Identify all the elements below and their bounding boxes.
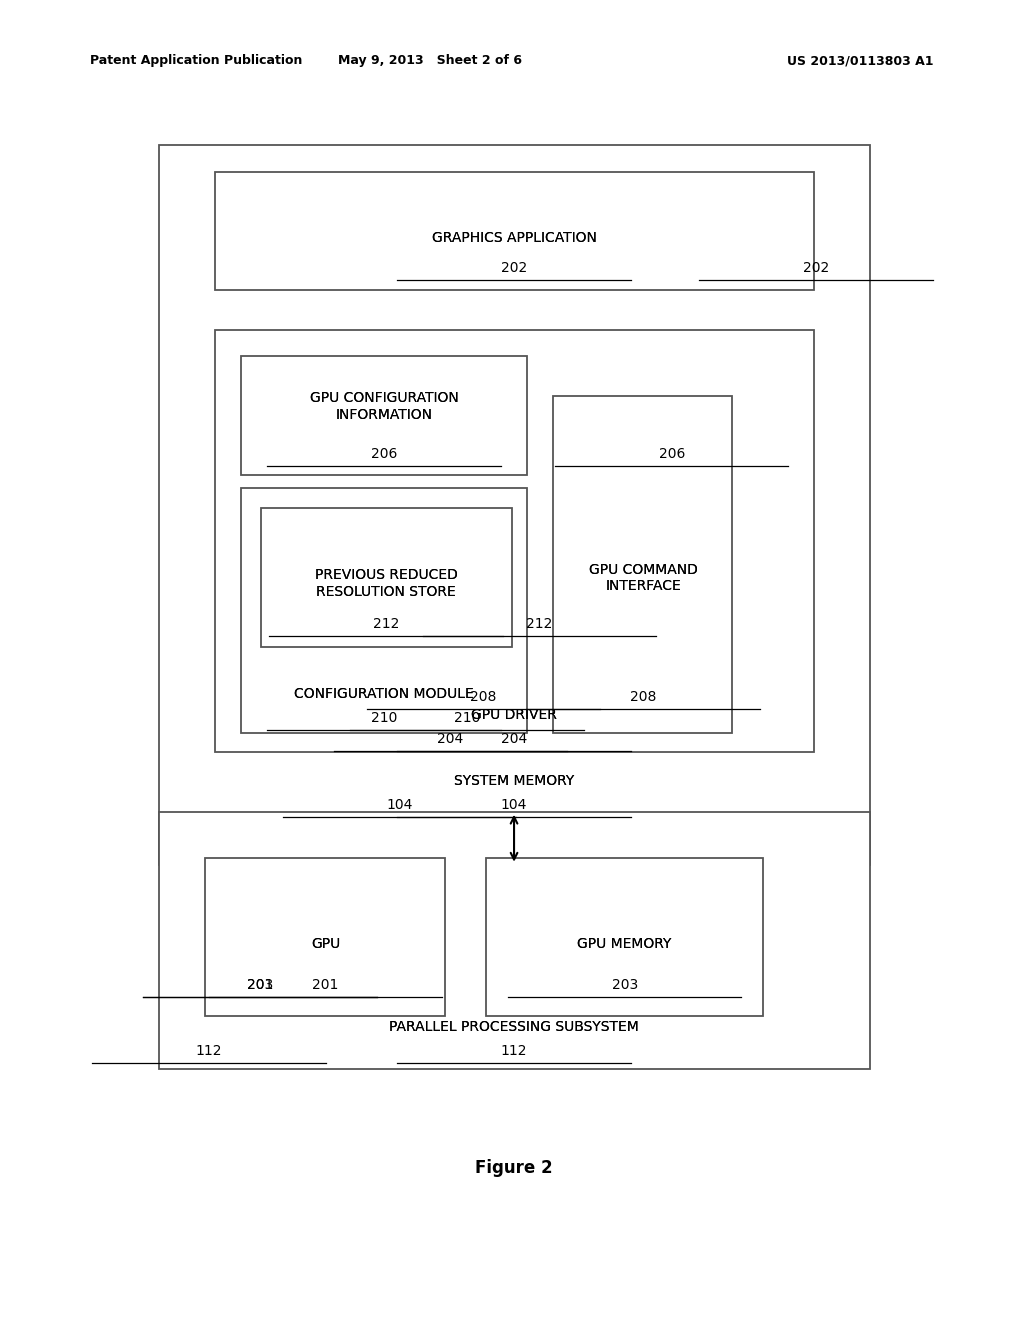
Text: May 9, 2013   Sheet 2 of 6: May 9, 2013 Sheet 2 of 6 bbox=[338, 54, 522, 67]
Bar bbox=[261, 508, 512, 647]
Text: 104: 104 bbox=[501, 799, 527, 812]
Text: 202: 202 bbox=[803, 261, 829, 275]
Bar bbox=[553, 396, 732, 733]
Text: 210: 210 bbox=[371, 711, 397, 725]
Text: GRAPHICS APPLICATION: GRAPHICS APPLICATION bbox=[431, 231, 597, 244]
Text: 203: 203 bbox=[247, 978, 273, 991]
Text: GPU DRIVER: GPU DRIVER bbox=[471, 709, 557, 722]
Text: 206: 206 bbox=[658, 447, 685, 461]
Text: PARALLEL PROCESSING SUBSYSTEM: PARALLEL PROCESSING SUBSYSTEM bbox=[389, 1020, 639, 1034]
Text: PREVIOUS REDUCED
RESOLUTION STORE: PREVIOUS REDUCED RESOLUTION STORE bbox=[314, 569, 458, 598]
Text: 210: 210 bbox=[454, 711, 480, 725]
Text: US 2013/0113803 A1: US 2013/0113803 A1 bbox=[787, 54, 934, 67]
Text: GPU: GPU bbox=[311, 937, 340, 950]
Text: SYSTEM MEMORY: SYSTEM MEMORY bbox=[454, 775, 574, 788]
Bar bbox=[215, 172, 814, 290]
Text: PREVIOUS REDUCED
RESOLUTION STORE: PREVIOUS REDUCED RESOLUTION STORE bbox=[314, 569, 458, 598]
Text: 208: 208 bbox=[470, 690, 497, 704]
Bar bbox=[159, 812, 870, 1069]
Text: 201: 201 bbox=[247, 978, 273, 991]
Text: 201: 201 bbox=[312, 978, 339, 991]
Text: GRAPHICS APPLICATION: GRAPHICS APPLICATION bbox=[431, 231, 597, 244]
Text: 112: 112 bbox=[501, 1044, 527, 1057]
Text: Figure 2: Figure 2 bbox=[475, 1159, 553, 1177]
Text: 202: 202 bbox=[501, 261, 527, 275]
Text: GPU COMMAND
INTERFACE: GPU COMMAND INTERFACE bbox=[589, 564, 697, 593]
Text: GPU DRIVER: GPU DRIVER bbox=[471, 709, 557, 722]
Text: 212: 212 bbox=[373, 618, 399, 631]
Text: Patent Application Publication: Patent Application Publication bbox=[90, 54, 302, 67]
Text: GPU COMMAND
INTERFACE: GPU COMMAND INTERFACE bbox=[589, 564, 697, 593]
Text: 204: 204 bbox=[501, 733, 527, 746]
Bar bbox=[205, 858, 445, 1016]
Text: GPU CONFIGURATION
INFORMATION: GPU CONFIGURATION INFORMATION bbox=[309, 392, 459, 421]
Bar bbox=[215, 330, 814, 752]
Text: 203: 203 bbox=[611, 978, 638, 991]
Text: 208: 208 bbox=[630, 690, 656, 704]
Text: 112: 112 bbox=[196, 1044, 222, 1057]
Text: GPU: GPU bbox=[311, 937, 340, 950]
Text: 204: 204 bbox=[437, 733, 464, 746]
Text: CONFIGURATION MODULE: CONFIGURATION MODULE bbox=[294, 688, 474, 701]
Text: GPU CONFIGURATION
INFORMATION: GPU CONFIGURATION INFORMATION bbox=[309, 392, 459, 421]
Text: CONFIGURATION MODULE: CONFIGURATION MODULE bbox=[294, 688, 474, 701]
Bar bbox=[486, 858, 763, 1016]
Bar bbox=[159, 145, 870, 865]
Bar bbox=[241, 356, 527, 475]
Text: GPU MEMORY: GPU MEMORY bbox=[578, 937, 672, 950]
Text: 104: 104 bbox=[386, 799, 413, 812]
Text: SYSTEM MEMORY: SYSTEM MEMORY bbox=[454, 775, 574, 788]
Bar bbox=[241, 488, 527, 733]
Text: 212: 212 bbox=[526, 618, 553, 631]
Text: 206: 206 bbox=[371, 447, 397, 461]
Text: PARALLEL PROCESSING SUBSYSTEM: PARALLEL PROCESSING SUBSYSTEM bbox=[389, 1020, 639, 1034]
Text: GPU MEMORY: GPU MEMORY bbox=[578, 937, 672, 950]
